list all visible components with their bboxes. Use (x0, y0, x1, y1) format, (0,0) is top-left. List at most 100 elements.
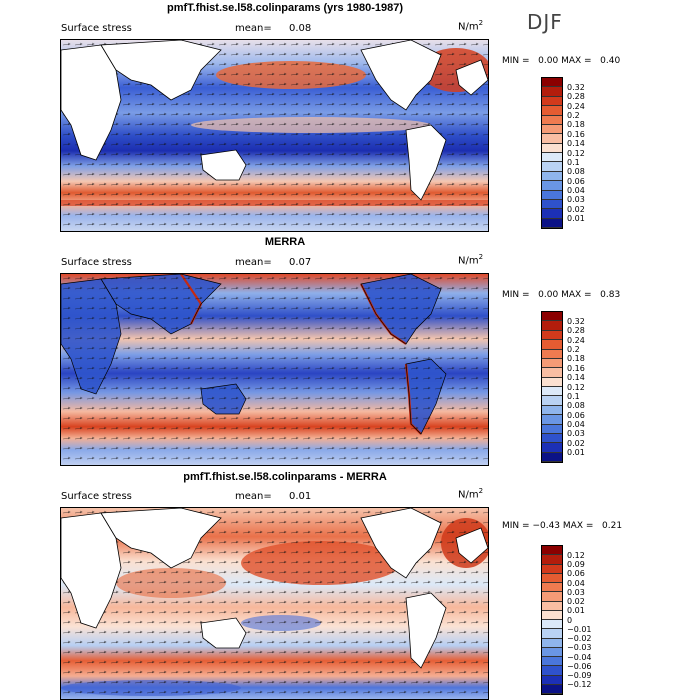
colorbar-tick-label: 0.24 (567, 101, 585, 111)
colorbar-tick-label: −0.03 (567, 643, 592, 653)
colorbar-tick-label: 0.03 (567, 429, 585, 439)
colorbar-tick-label: 0.06 (567, 176, 585, 186)
colorbar-swatch (542, 620, 562, 630)
panel-3-variable: Surface stress (61, 491, 132, 502)
panel-3-mean-value: 0.01 (289, 491, 312, 502)
colorbar-tick-label: 0.14 (567, 373, 585, 383)
colorbar-swatch (542, 330, 562, 341)
colorbar-swatch (542, 601, 562, 611)
colorbar-swatch (542, 162, 562, 172)
colorbar-swatch (542, 358, 562, 369)
colorbar-tick-label: 0.28 (567, 92, 585, 102)
colorbar-swatch (542, 340, 562, 350)
colorbar-swatch (542, 96, 562, 107)
colorbar-tick-label: 0.1 (567, 157, 580, 167)
panel-1-minmax: MIN = 0.00 MAX = 0.40 (502, 56, 621, 66)
colorbar-tick-label: 0 (567, 615, 573, 625)
panel-1-units: N/m2 (458, 19, 484, 33)
panel-2-colorbar: 0.32 0.28 0.24 0.2 0.18 0.16 0.14 0.12 0.1 0.08 0.… (541, 311, 585, 463)
colorbar-tick-label: −0.02 (567, 634, 592, 643)
panel-3-max-value: 0.21 (602, 521, 623, 531)
colorbar-swatch (542, 405, 562, 416)
colorbar-swatch (542, 424, 562, 434)
colorbar-swatch (542, 134, 562, 144)
panel-3-colorbar: 0.12 0.09 0.06 0.04 0.03 0.02 0.01 0 −0.01 −0.02−… (541, 545, 592, 695)
colorbar-swatch (542, 610, 562, 620)
colorbar-swatch (542, 415, 562, 425)
colorbar-tick-label: 0.01 (567, 448, 585, 458)
colorbar-swatch (542, 115, 562, 125)
colorbar-tick-label: −0.01 (567, 624, 592, 634)
colorbar-tick-label: 0.06 (567, 410, 585, 420)
colorbar-tick-label: 0.28 (567, 326, 585, 336)
colorbar-swatch (542, 452, 562, 462)
colorbar-tick-label: 0.09 (567, 560, 585, 569)
panel-2-variable: Surface stress (61, 257, 132, 268)
colorbar-swatch (542, 583, 562, 593)
colorbar-swatch (542, 377, 562, 387)
colorbar-tick-label: 0.1 (567, 391, 580, 401)
colorbar-swatch (542, 143, 562, 153)
panel-2-map (60, 273, 489, 466)
colorbar-tick-label: 0.18 (567, 354, 585, 364)
panel-3-map (60, 507, 489, 700)
colorbar-swatch (542, 368, 562, 378)
panel-2-title: MERRA (264, 236, 306, 248)
colorbar-swatch (542, 312, 562, 322)
panel-2-min-value: 0.00 (538, 290, 559, 300)
colorbar-swatch (542, 433, 562, 444)
panel-3-minmax: MIN = −0.43 MAX = 0.21 (502, 521, 623, 531)
colorbar-swatch (542, 546, 562, 556)
colorbar-tick-label: 0.03 (567, 587, 585, 597)
colorbar-tick-label: −0.04 (567, 652, 592, 662)
panel-2-units: N/m2 (458, 253, 484, 267)
colorbar-swatch (542, 349, 562, 359)
colorbar-swatch (542, 555, 562, 565)
colorbar-tick-label: 0.03 (567, 195, 585, 205)
colorbar-swatch (542, 564, 562, 574)
panel-2-minmax: MIN = 0.00 MAX = 0.83 (502, 290, 621, 300)
panel-1-map (60, 39, 489, 232)
panel-1-min-value: 0.00 (538, 56, 559, 66)
colorbar-swatch (542, 443, 562, 453)
colorbar-tick-label: 0.01 (567, 606, 585, 616)
colorbar-swatch (542, 199, 562, 210)
colorbar-tick-label: 0.01 (567, 214, 585, 224)
colorbar-swatch (542, 321, 562, 331)
colorbar-swatch (542, 106, 562, 116)
colorbar-swatch (542, 124, 562, 135)
panel-3-min-value: −0.43 (532, 521, 561, 531)
panel-2-mean-label: mean= (235, 257, 272, 268)
colorbar-tick-label: −0.09 (567, 671, 592, 680)
colorbar-swatch (542, 675, 562, 685)
colorbar-swatch (542, 209, 562, 219)
colorbar-swatch (542, 638, 562, 648)
panel-3-title: pmfT.fhist.se.l58.colinparams - MERRA (183, 471, 387, 483)
colorbar-swatch (542, 87, 562, 97)
colorbar-tick-label: −0.06 (567, 661, 592, 671)
colorbar-tick-label: 0.2 (567, 111, 580, 120)
colorbar-swatch (542, 592, 562, 602)
colorbar-swatch (542, 387, 562, 397)
colorbar-swatch (542, 190, 562, 200)
panel-1-colorbar: 0.32 0.28 0.24 0.2 0.18 0.16 0.14 0.12 0.1 0.08 0.… (541, 77, 585, 229)
colorbar-tick-label: 0.08 (567, 167, 585, 177)
colorbar-tick-label: 0.16 (567, 129, 585, 139)
colorbar-tick-label: −0.12 (567, 680, 592, 690)
panel-3-map-svg (61, 508, 488, 699)
colorbar-tick-label: 0.32 (567, 82, 585, 92)
panel-1-title: pmfT.fhist.se.l58.colinparams (yrs 1980-… (167, 2, 403, 14)
colorbar-swatch (542, 78, 562, 88)
panel-2-max-value: 0.83 (600, 290, 621, 300)
panel-2-mean-value: 0.07 (289, 257, 312, 268)
colorbar-swatch (542, 171, 562, 182)
colorbar-swatch (542, 657, 562, 667)
colorbar-swatch (542, 573, 562, 583)
colorbar-tick-label: 0.12 (567, 382, 585, 392)
panel-1-mean-label: mean= (235, 23, 272, 34)
panel-3-mean-label: mean= (235, 491, 272, 502)
colorbar-tick-label: 0.32 (567, 316, 585, 326)
colorbar-swatch (542, 666, 562, 676)
colorbar-tick-label: 0.04 (567, 578, 585, 588)
colorbar-tick-label: 0.08 (567, 401, 585, 411)
